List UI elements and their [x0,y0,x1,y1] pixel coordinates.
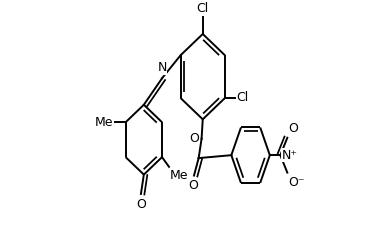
Text: O: O [189,132,199,145]
Text: Cl: Cl [197,2,209,15]
Text: Me: Me [94,116,113,129]
Text: N⁺: N⁺ [282,149,298,162]
Text: O: O [188,179,198,192]
Text: Cl: Cl [237,92,249,104]
Text: O: O [288,122,298,135]
Text: O⁻: O⁻ [288,176,305,189]
Text: O: O [136,198,146,211]
Text: Me: Me [170,169,189,182]
Text: N: N [157,61,167,74]
